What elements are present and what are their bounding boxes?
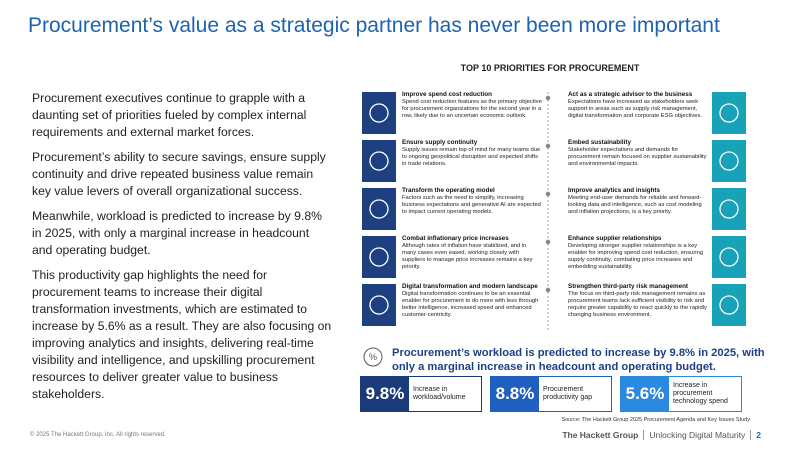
- priority: Combat inflationary price increases Altho…: [402, 235, 542, 271]
- priority-title: Digital transformation and modern landsc…: [402, 283, 538, 290]
- body-text: Procurement executives continue to grapp…: [32, 90, 332, 411]
- priority-title: Improve analytics and insights: [568, 187, 661, 194]
- icon-glyph: [369, 151, 389, 171]
- timeline-dot: [545, 239, 551, 245]
- icon-glyph: [369, 199, 389, 219]
- icon-box: [712, 236, 746, 278]
- icon-box: [712, 284, 746, 326]
- slide-title: Procurement’s value as a strategic partn…: [28, 14, 720, 37]
- priority-text: The focus on third-party risk management…: [568, 290, 707, 318]
- priority: Enhance supplier relationships Developing…: [568, 235, 708, 271]
- priority-title: Ensure supply continuity: [402, 139, 478, 146]
- page-number: 2: [750, 430, 766, 440]
- paragraph: Meanwhile, workload is predicted to incr…: [32, 209, 322, 257]
- priority: Improve spend cost reduction Spend cost r…: [402, 91, 542, 120]
- paragraph: Procurement executives continue to grapp…: [32, 91, 307, 139]
- source: Source: The Hackett Group 2025 Procureme…: [561, 417, 750, 423]
- timeline-dot: [545, 143, 551, 149]
- icon-box: [362, 236, 396, 278]
- priority: Act as a strategic advisor to the busine…: [568, 91, 708, 120]
- stat-label: Increase in workload/volume: [413, 386, 466, 401]
- priority-text: Expectations have increased as stakehold…: [568, 98, 703, 119]
- paragraph: This productivity gap highlights the nee…: [32, 268, 332, 401]
- priority-text: Spend cost reduction features as the pri…: [402, 98, 542, 119]
- priority: Embed sustainability Stakeholder expectat…: [568, 139, 708, 168]
- timeline-dot: [545, 191, 551, 197]
- priority: Transform the operating model Factors suc…: [402, 187, 542, 216]
- icon-box: [362, 284, 396, 326]
- icon-glyph: [369, 247, 389, 267]
- icon-glyph: [719, 295, 739, 315]
- priority-text: Factors such as the need to simplify, in…: [402, 194, 541, 215]
- priority-text: Developing stronger supplier relationshi…: [568, 242, 704, 270]
- priority-text: Digital transformation continues to be a…: [402, 290, 539, 318]
- icon-box: [362, 188, 396, 230]
- icon-glyph: [719, 247, 739, 267]
- icon-glyph: [719, 199, 739, 219]
- stat-box: 9.8% Increase in workload/volume: [360, 376, 482, 412]
- priority-title: Act as a strategic advisor to the busine…: [568, 91, 693, 98]
- priority-title: Strengthen third-party risk management: [568, 283, 689, 290]
- priority-title: Combat inflationary price increases: [402, 235, 509, 242]
- copyright: © 2025 The Hackett Group, Inc. All right…: [30, 432, 166, 438]
- stat-value: 5.6%: [621, 377, 669, 411]
- timeline-dot: [545, 95, 551, 101]
- priority-text: Stakeholder expectations and demands for…: [568, 146, 707, 167]
- priority-title: Improve spend cost reduction: [402, 91, 492, 98]
- priority: Strengthen third-party risk management Th…: [568, 283, 708, 319]
- banner-icon: [363, 347, 383, 367]
- icon-box: [712, 140, 746, 182]
- icon-glyph: [719, 151, 739, 171]
- stat-box: 5.6% Increase in procurement technology s…: [620, 376, 742, 412]
- icon-box: [362, 92, 396, 134]
- priority: Improve analytics and insights Meeting en…: [568, 187, 708, 216]
- footer: The Hackett Group Unlocking Digital Matu…: [557, 430, 766, 440]
- panel-heading: TOP 10 PRIORITIES FOR PROCUREMENT: [460, 63, 640, 73]
- priority-text: Although rates of inflation have stabili…: [402, 242, 533, 270]
- icon-glyph: [719, 103, 739, 123]
- timeline-dot: [545, 287, 551, 293]
- priority-title: Transform the operating model: [402, 187, 495, 194]
- banner-icon-glyph: %: [369, 352, 377, 362]
- priority-title: Embed sustainability: [568, 139, 631, 146]
- stat-value: 8.8%: [491, 377, 539, 411]
- priority: Digital transformation and modern landsc…: [402, 283, 542, 319]
- icon-box: [712, 188, 746, 230]
- brand: The Hackett Group: [562, 430, 639, 440]
- icon-box: [362, 140, 396, 182]
- banner: Procurement’s workload is predicted to i…: [392, 347, 765, 373]
- stat-label: Procurement productivity gap: [543, 386, 593, 401]
- stat-label: Increase in procurement technology spend: [673, 382, 728, 405]
- priority-title: Enhance supplier relationships: [568, 235, 662, 242]
- priority: Ensure supply continuity Supply issues re…: [402, 139, 542, 168]
- icon-glyph: [369, 103, 389, 123]
- priority-text: Supply issues remain top of mind for man…: [402, 146, 541, 167]
- icon-glyph: [369, 295, 389, 315]
- stat-value: 9.8%: [361, 377, 409, 411]
- tagline: Unlocking Digital Maturity: [643, 430, 750, 440]
- priority-text: Meeting end-user demands for reliable an…: [568, 194, 702, 215]
- paragraph: Procurement’s ability to secure savings,…: [32, 150, 326, 198]
- stat-box: 8.8% Procurement productivity gap: [490, 376, 612, 412]
- icon-box: [712, 92, 746, 134]
